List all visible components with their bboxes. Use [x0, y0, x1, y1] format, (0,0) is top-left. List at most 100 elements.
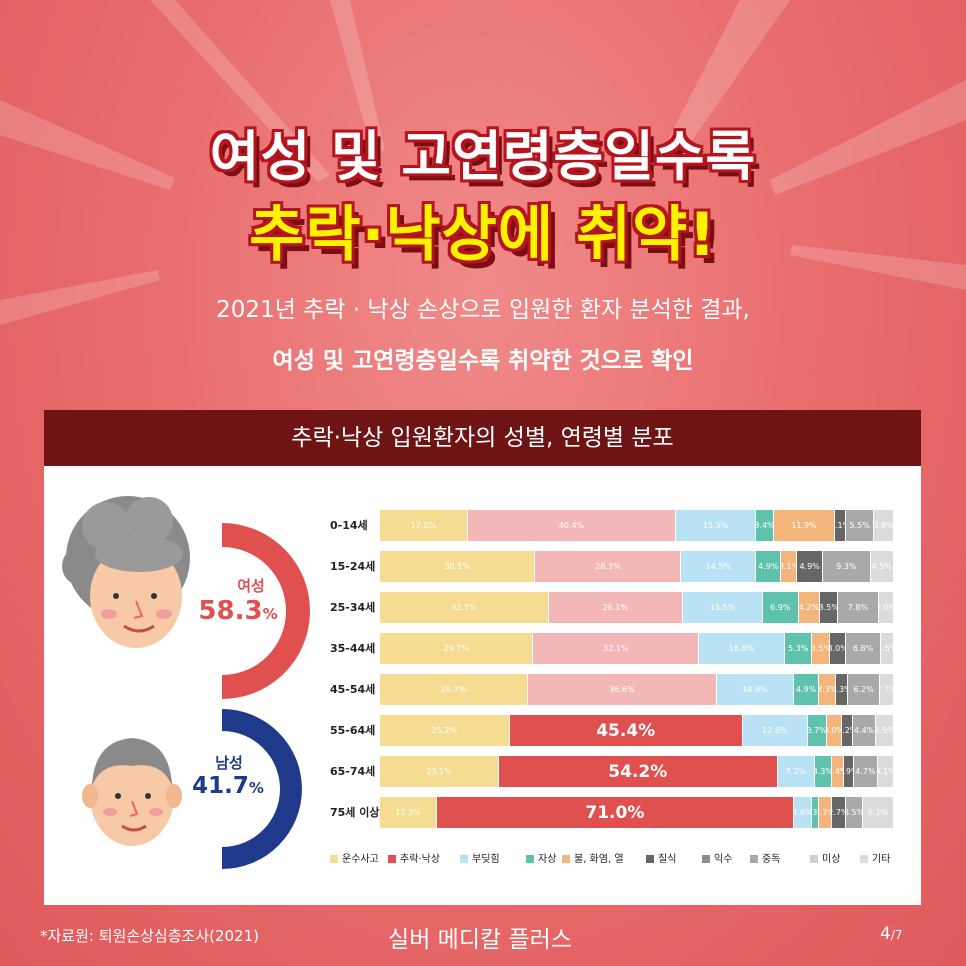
bar-segment: 5.5%	[846, 510, 874, 541]
stacked-bar: 25.2%45.4%12.6%3.7%3.0%2.2%4.4%3.5%	[380, 715, 894, 746]
bar-segment: 32.1%	[533, 633, 699, 664]
bar-segment: 36.6%	[528, 674, 716, 705]
bar-segment: 3.3%	[814, 756, 831, 787]
bar-segment: 3.1%	[878, 756, 893, 787]
category-label: 65-74세	[330, 765, 376, 778]
bar-segment: 28.7%	[380, 674, 528, 705]
bar-segment: 6.2%	[848, 674, 880, 705]
bar-segment: 3.8%	[874, 510, 893, 541]
bar-segment: 3.0%	[830, 633, 845, 664]
bar-segment: 7.8%	[838, 592, 878, 623]
bar-row: 65-74세 23.1%54.2%7.2%3.3%2.4%1.9%4.7%3.1%	[330, 756, 896, 787]
legend-item: 추락·낙상	[388, 852, 440, 868]
male-donut-arc	[222, 709, 302, 869]
bar-row: 25-34세 32.7%26.1%15.5%6.9%4.2%3.5%7.8%3.0…	[330, 592, 896, 623]
legend-item: 불, 화염, 열	[562, 852, 624, 868]
legend-item: 익수	[702, 852, 732, 868]
bar-row: 15-24세30.1%28.3%14.5%4.9%3.1%4.9%9.3%4.5…	[330, 551, 896, 582]
bar-segment: 4.5%	[870, 551, 893, 582]
bar-segment: 1.9%	[844, 756, 853, 787]
category-label: 55-64세	[330, 724, 376, 737]
bar-row: 35-44세 29.7%32.1%16.6%5.3%3.5%3.0%6.8%2.5…	[330, 633, 896, 664]
bar-segment: 26.1%	[548, 592, 683, 623]
panel-title: 추락·낙상 입원환자의 성별, 연령별 분포	[44, 410, 921, 466]
bar-segment: 3.0%	[878, 592, 893, 623]
bar-segment: 12.6%	[742, 715, 807, 746]
bar-segment: 3.4%	[756, 510, 773, 541]
legend-swatch	[526, 855, 534, 863]
bar-segment: 30.1%	[380, 551, 535, 582]
bar-segment: 32.7%	[380, 592, 548, 623]
bar-segment: 2.4%	[831, 756, 844, 787]
stacked-bar: 11.3%71.0%3.6%1.3%2.7%2.7%3.5%6.1%	[380, 797, 894, 828]
bar-segment: 9.3%	[822, 551, 870, 582]
bar-segment: 3.7%	[807, 715, 826, 746]
legend-item: 운수사고	[330, 852, 379, 868]
category-label: 0-14세	[330, 519, 368, 532]
bar-segment: 11.3%	[380, 797, 436, 828]
legend-swatch	[646, 855, 654, 863]
legend-label: 기타	[872, 854, 891, 865]
bar-segment: 4.9%	[756, 551, 781, 582]
bar-segment: 3.5%	[812, 633, 830, 664]
bar-row: 55-64세 25.2%45.4%12.6%3.7%3.0%2.2%4.4%3.5…	[330, 715, 896, 746]
bar-segment: 45.4%	[509, 715, 742, 746]
bar-segment: 2.7%	[832, 797, 845, 828]
female-donut-arc	[222, 523, 310, 699]
bar-segment: 6.1%	[863, 797, 893, 828]
bar-segment: 4.7%	[853, 756, 878, 787]
gender-illustrations	[62, 496, 310, 869]
bar-segment: 71.0%	[436, 797, 793, 828]
bar-segment: 14.9%	[716, 674, 793, 705]
bar-segment: 7.2%	[777, 756, 814, 787]
bar-segment: 25.2%	[380, 715, 509, 746]
bar-segment: 54.2%	[498, 756, 777, 787]
legend-label: 추락·낙상	[400, 854, 440, 865]
legend-swatch	[330, 855, 338, 863]
legend-swatch	[460, 855, 468, 863]
bar-segment: 1.3%	[812, 797, 818, 828]
bar-segment: 5.3%	[785, 633, 812, 664]
bar-segment: 6.8%	[845, 633, 881, 664]
headline-line2: 추락·낙상에 취약!	[249, 200, 717, 270]
legend-label: 운수사고	[342, 854, 379, 865]
bar-segment: 2.5%	[881, 633, 893, 664]
legend-swatch	[860, 855, 868, 863]
stacked-bar: 29.7%32.1%16.6%5.3%3.5%3.0%6.8%2.5%	[380, 633, 894, 664]
bar-segment: 3.6%	[793, 797, 811, 828]
bar-segment: 15.5%	[676, 510, 756, 541]
female-percentage: 58.3%	[198, 596, 278, 626]
legend-swatch	[562, 855, 570, 863]
bar-segment: 11.9%	[773, 510, 835, 541]
bar-segment: 3.5%	[820, 592, 838, 623]
bar-segment: 17.0%	[380, 510, 467, 541]
legend-label: 자상	[538, 854, 557, 865]
legend-item: 자상	[526, 852, 556, 868]
legend-label: 부딪힘	[472, 854, 500, 865]
brand-name: 실버 메디칼 플러스	[388, 927, 572, 953]
grandfather-illustration	[82, 738, 182, 846]
stacked-bar: 32.7%26.1%15.5%6.9%4.2%3.5%7.8%3.0%	[380, 592, 894, 623]
bar-segment: 4.4%	[853, 715, 875, 746]
bar-row: 45-54세 28.7%36.6%14.9%4.9%3.3%2.3%6.2%2.7…	[330, 674, 896, 705]
bar-segment: 4.2%	[798, 592, 820, 623]
category-label: 45-54세	[330, 683, 376, 696]
bar-segment: 4.9%	[797, 551, 822, 582]
legend-item: 기타	[860, 852, 890, 868]
bar-segment: 4.9%	[793, 674, 819, 705]
bar-segment: 6.9%	[763, 592, 798, 623]
stacked-bar: 28.7%36.6%14.9%4.9%3.3%2.3%6.2%2.7%	[380, 674, 894, 705]
chart-legend: 운수사고 추락·낙상 부딪힘 자상 불, 화염, 열 질식 익수 중독 미상 기타	[330, 852, 900, 868]
bar-segment: 3.0%	[826, 715, 842, 746]
stacked-bar: 30.1%28.3%14.5%4.9%3.1%4.9%9.3%4.5%	[380, 551, 894, 582]
bar-segment: 2.2%	[842, 715, 853, 746]
legend-label: 익수	[714, 854, 733, 865]
legend-item: 미상	[810, 852, 840, 868]
legend-label: 불, 화염, 열	[574, 854, 624, 865]
page-indicator: 4/7	[880, 924, 903, 944]
category-label: 15-24세	[330, 560, 376, 573]
subtitle-line1: 2021년 추락 · 낙상 손상으로 입원한 환자 분석한 결과,	[216, 297, 750, 323]
bar-segment: 2.3%	[836, 674, 848, 705]
